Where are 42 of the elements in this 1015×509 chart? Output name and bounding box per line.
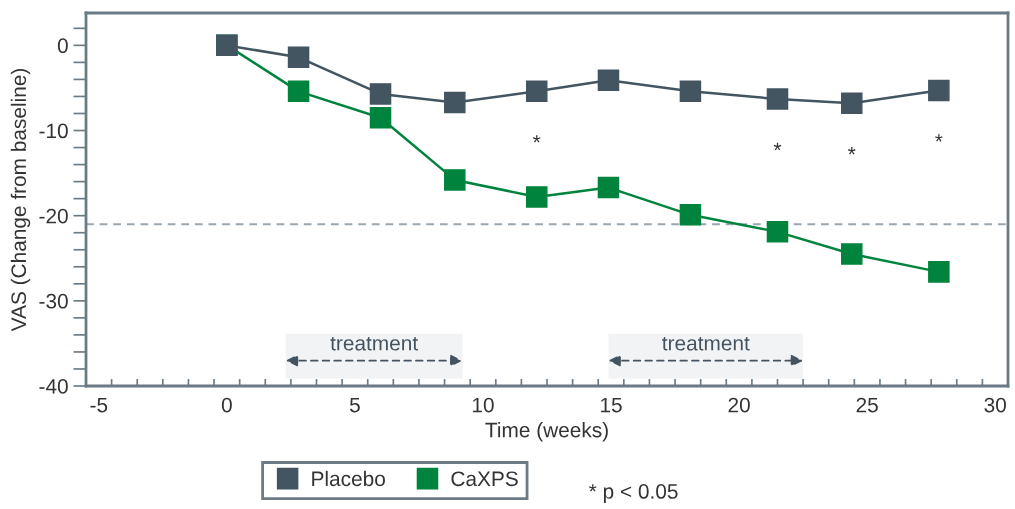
y-tick-label: -40 bbox=[39, 379, 68, 394]
text: * p < 0.05 bbox=[589, 484, 678, 503]
point bbox=[287, 80, 310, 103]
point bbox=[597, 69, 620, 92]
point bbox=[444, 169, 466, 191]
point bbox=[525, 186, 548, 208]
y-tick-label: 0 bbox=[57, 38, 68, 54]
point bbox=[841, 92, 863, 115]
y-axis-title: VAS (Change from baseline) bbox=[10, 68, 31, 332]
annotation: * bbox=[935, 134, 943, 142]
point bbox=[766, 88, 789, 110]
legend-label: Placebo bbox=[312, 470, 385, 487]
x-tick-label: 20 bbox=[728, 397, 750, 413]
x-tick-label: 0 bbox=[221, 397, 232, 413]
point bbox=[369, 106, 392, 129]
x-axis-title: Time (weeks) bbox=[485, 422, 608, 442]
y-tick-label: -10 bbox=[39, 123, 68, 139]
point bbox=[928, 79, 950, 102]
point bbox=[679, 80, 702, 103]
x-tick-label: 15 bbox=[601, 397, 622, 413]
legend-label: CaXPS bbox=[451, 471, 518, 487]
x-tick-label: 5 bbox=[349, 397, 360, 413]
x-tick-label: 10 bbox=[472, 397, 494, 413]
point bbox=[841, 243, 863, 265]
band-label: treatment bbox=[330, 336, 418, 351]
y-tick-label: -20 bbox=[39, 208, 68, 224]
y-tick-label: -30 bbox=[39, 293, 68, 309]
x-tick-label: -5 bbox=[90, 397, 108, 413]
x-tick-label: 30 bbox=[984, 397, 1006, 413]
annotation: * bbox=[773, 142, 782, 151]
point bbox=[287, 46, 310, 69]
point bbox=[369, 83, 392, 105]
point bbox=[525, 80, 548, 103]
point bbox=[766, 221, 789, 243]
band-label: treatment bbox=[662, 336, 750, 351]
annotation: * bbox=[848, 147, 856, 155]
annotation: * bbox=[533, 135, 541, 143]
x-tick-label: 25 bbox=[856, 397, 878, 413]
point bbox=[928, 261, 950, 283]
point bbox=[679, 204, 702, 226]
point bbox=[444, 91, 466, 114]
point bbox=[597, 176, 620, 199]
